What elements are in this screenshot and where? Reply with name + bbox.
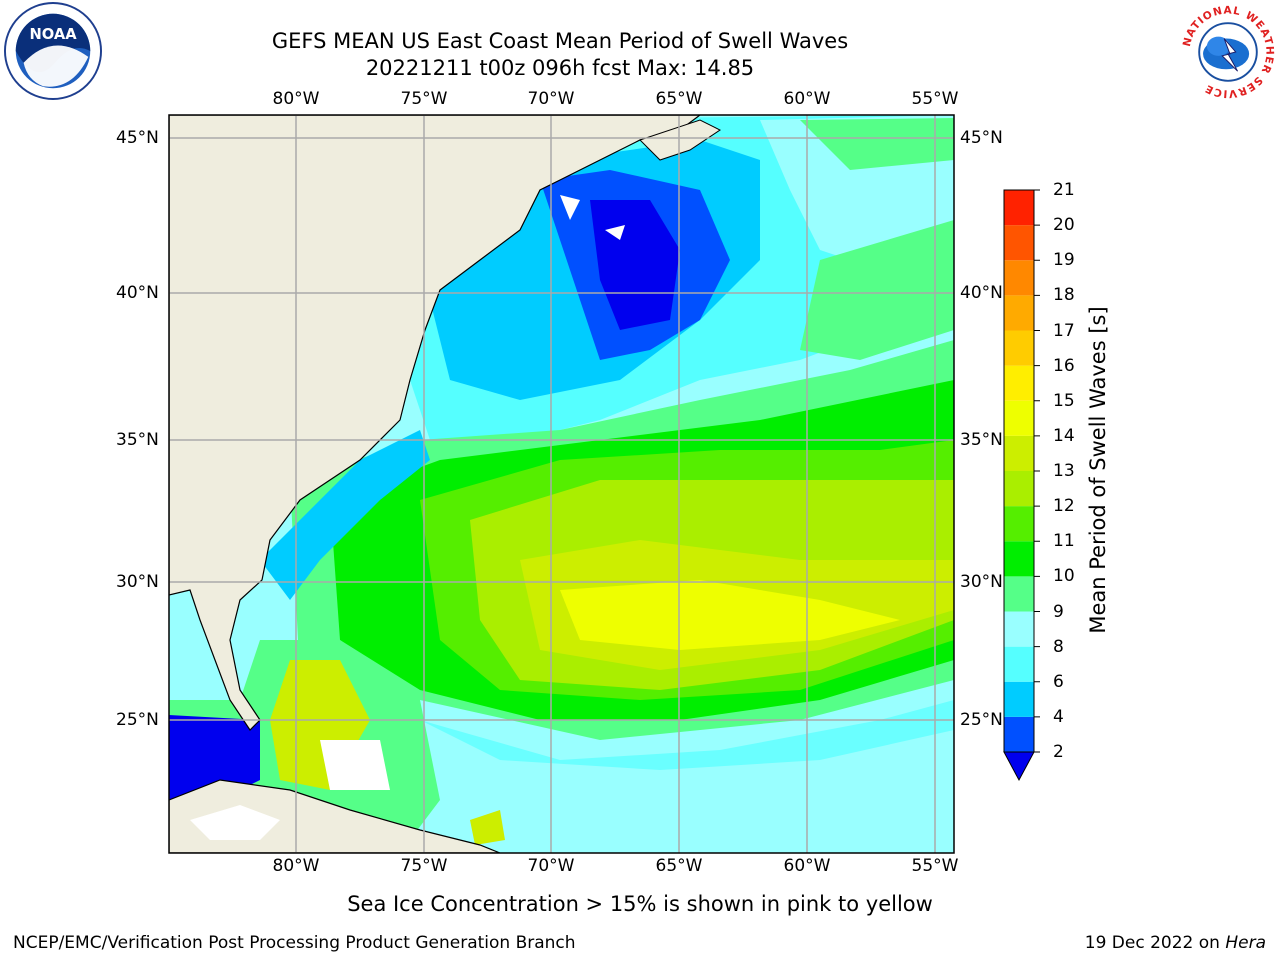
chart-subtitle: 20221211 t00z 096h fcst Max: 14.85 — [365, 56, 755, 80]
colorbar-tick-label: 4 — [1053, 706, 1064, 727]
colorbar-tick-label: 2 — [1053, 742, 1064, 762]
colorbar-segment — [1004, 576, 1034, 612]
colorbar-tick-label: 13 — [1053, 461, 1075, 481]
chart-title: GEFS MEAN US East Coast Mean Period of S… — [271, 29, 849, 53]
lat-label-left: 40°N — [116, 283, 159, 303]
colorbar-tick-label: 18 — [1053, 285, 1075, 306]
colorbar-segment — [1004, 190, 1034, 226]
colorbar — [1003, 189, 1040, 782]
colorbar-segment — [1004, 330, 1034, 366]
lat-label-left: 35°N — [116, 430, 159, 450]
noaa-logo: NOAA — [4, 2, 102, 100]
colorbar-segment — [1004, 646, 1034, 682]
lon-label-bottom: 60°W — [783, 856, 831, 876]
colorbar-segment — [1004, 471, 1034, 507]
footer-date-text: 19 Dec 2022 on — [1084, 933, 1220, 953]
lat-label-left: 25°N — [116, 710, 159, 730]
map-grid — [169, 115, 954, 853]
colorbar-tick-label: 6 — [1053, 671, 1064, 692]
colorbar-segment — [1004, 716, 1034, 752]
colorbar-tick-label: 19 — [1053, 250, 1075, 271]
colorbar-tick-label: 16 — [1053, 355, 1075, 376]
lon-label-top: 70°W — [527, 89, 575, 109]
lon-label-bottom: 65°W — [655, 856, 703, 876]
colorbar-segment — [1004, 225, 1034, 261]
colorbar-under-arrow — [1003, 751, 1035, 782]
colorbar-tick-label: 8 — [1053, 636, 1064, 657]
lat-label-right: 30°N — [960, 572, 1003, 592]
colorbar-tick-label: 20 — [1053, 215, 1075, 236]
lon-label-top: 75°W — [400, 89, 448, 109]
lon-label-top: 60°W — [783, 89, 831, 109]
sea-ice-note: Sea Ice Concentration > 15% is shown in … — [347, 892, 933, 916]
lat-label-right: 35°N — [960, 430, 1003, 450]
colorbar-tick-label: 15 — [1053, 390, 1075, 411]
colorbar-segment — [1004, 541, 1034, 577]
lon-label-bottom: 70°W — [527, 856, 575, 876]
lat-label-left: 30°N — [116, 572, 159, 592]
colorbar-segment — [1004, 611, 1034, 647]
lon-label-top: 65°W — [655, 89, 703, 109]
map-frame — [168, 114, 955, 854]
colorbar-tick-label: 12 — [1053, 496, 1075, 517]
lon-label-bottom: 80°W — [272, 856, 320, 876]
footer-date: 19 Dec 2022 on Hera — [1085, 933, 1266, 953]
colorbar-tick-label: 9 — [1053, 601, 1064, 622]
colorbar-segment — [1004, 681, 1034, 717]
lat-label-right: 25°N — [960, 710, 1003, 730]
footer-credit: NCEP/EMC/Verification Post Processing Pr… — [13, 933, 576, 953]
lat-label-left: 45°N — [116, 128, 159, 148]
lat-label-right: 45°N — [960, 128, 1003, 148]
colorbar-tick-label: 21 — [1053, 180, 1075, 200]
colorbar-title: Mean Period of Swell Waves [s] — [1086, 306, 1110, 634]
nws-logo: NATIONAL WEATHER SERVICE — [1181, 5, 1275, 100]
colorbar-tick-label: 14 — [1053, 425, 1075, 446]
colorbar-segment — [1004, 506, 1034, 542]
colorbar-segment — [1004, 260, 1034, 296]
footer-machine: Hera — [1225, 933, 1266, 953]
lon-label-bottom: 55°W — [911, 856, 959, 876]
lat-label-right: 40°N — [960, 283, 1003, 303]
lon-label-top: 55°W — [911, 89, 959, 109]
colorbar-segment — [1004, 295, 1034, 331]
colorbar-tick-label: 17 — [1053, 320, 1075, 341]
map-field — [169, 115, 954, 853]
svg-text:NOAA: NOAA — [29, 26, 77, 43]
colorbar-segment — [1004, 435, 1034, 471]
lon-label-bottom: 75°W — [400, 856, 448, 876]
colorbar-tick-label: 10 — [1053, 566, 1075, 587]
lon-label-top: 80°W — [272, 89, 320, 109]
colorbar-segment — [1004, 400, 1034, 436]
colorbar-segment — [1004, 365, 1034, 401]
colorbar-tick-label: 11 — [1053, 531, 1075, 552]
